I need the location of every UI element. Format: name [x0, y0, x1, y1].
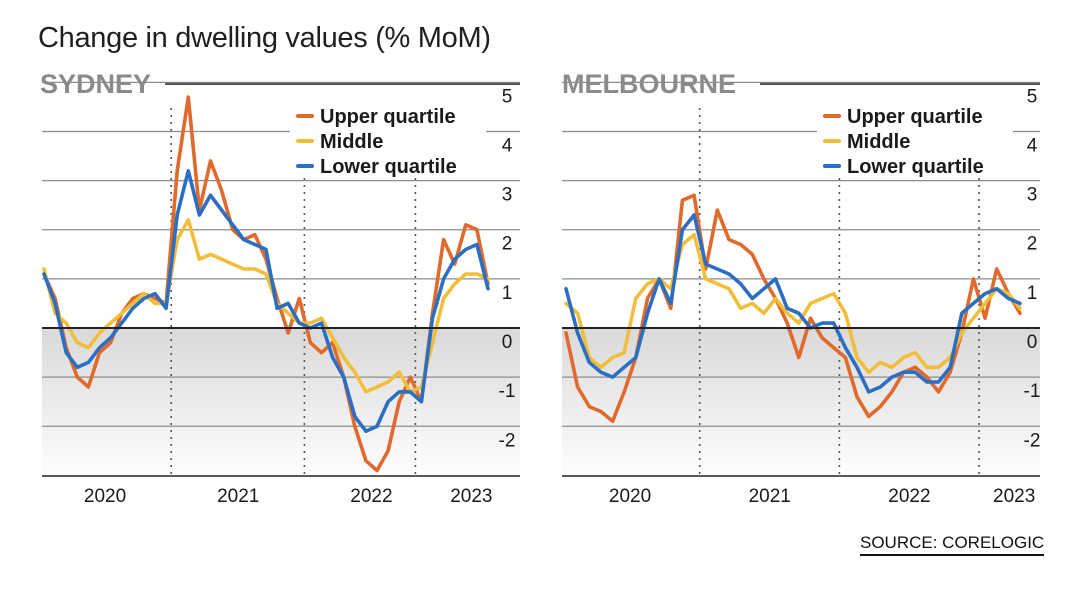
source-credit: SOURCE: CORELOGIC	[860, 533, 1045, 556]
y-tick-label: 2	[502, 234, 513, 255]
legend-backdrop	[817, 98, 1013, 178]
legend-backdrop	[290, 98, 486, 178]
legend-label: Middle	[847, 131, 910, 153]
melbourne-chart: MELBOURNE 5 4 3 2 1 0 -1 -2 2020 2021 2022 2023 Upper…	[562, 69, 1041, 507]
y-tick-label: 1	[502, 283, 513, 304]
negative-region-shading	[42, 328, 520, 480]
panel-title: SYDNEY	[40, 69, 151, 99]
sydney-chart: SYDNEY 5 4 3 2 1 0 -1 -2 2020 2021 2022 2023 Upper qu…	[40, 69, 520, 507]
x-tick-label: 2020	[609, 486, 651, 507]
y-tick-label: 3	[1027, 185, 1038, 206]
y-tick-label: 0	[1027, 332, 1038, 353]
series-line-upper	[42, 95, 490, 473]
y-tick-label: 4	[502, 135, 513, 156]
x-tick-label: 2023	[450, 486, 492, 507]
panel-title: MELBOURNE	[562, 69, 736, 99]
chart-title: Change in dwelling values (% MoM)	[38, 22, 491, 54]
y-tick-label: 1	[1027, 283, 1038, 304]
y-tick-label: -2	[499, 430, 516, 451]
x-tick-label: 2023	[993, 486, 1035, 507]
y-tick-label: -1	[499, 381, 516, 402]
series-line-lower	[564, 213, 1022, 394]
y-tick-label: 5	[1027, 86, 1038, 107]
y-tick-label: 2	[1027, 234, 1038, 255]
legend-label: Middle	[320, 131, 383, 153]
y-tick-label: 5	[502, 86, 513, 107]
x-tick-label: 2021	[217, 486, 259, 507]
series-line-middle	[564, 232, 1022, 375]
series-line-middle	[42, 218, 490, 394]
x-tick-label: 2021	[749, 486, 791, 507]
y-tick-label: 0	[502, 332, 513, 353]
legend-label: Lower quartile	[847, 156, 984, 178]
y-tick-label: -2	[1024, 430, 1041, 451]
legend-label: Upper quartile	[320, 106, 456, 128]
y-tick-label: 3	[502, 185, 513, 206]
y-tick-label: 4	[1027, 135, 1038, 156]
x-tick-label: 2020	[84, 486, 126, 507]
y-tick-label: -1	[1024, 381, 1041, 402]
legend-label: Lower quartile	[320, 156, 457, 178]
x-tick-label: 2022	[350, 486, 392, 507]
x-tick-label: 2022	[888, 486, 930, 507]
legend-label: Upper quartile	[847, 106, 983, 128]
